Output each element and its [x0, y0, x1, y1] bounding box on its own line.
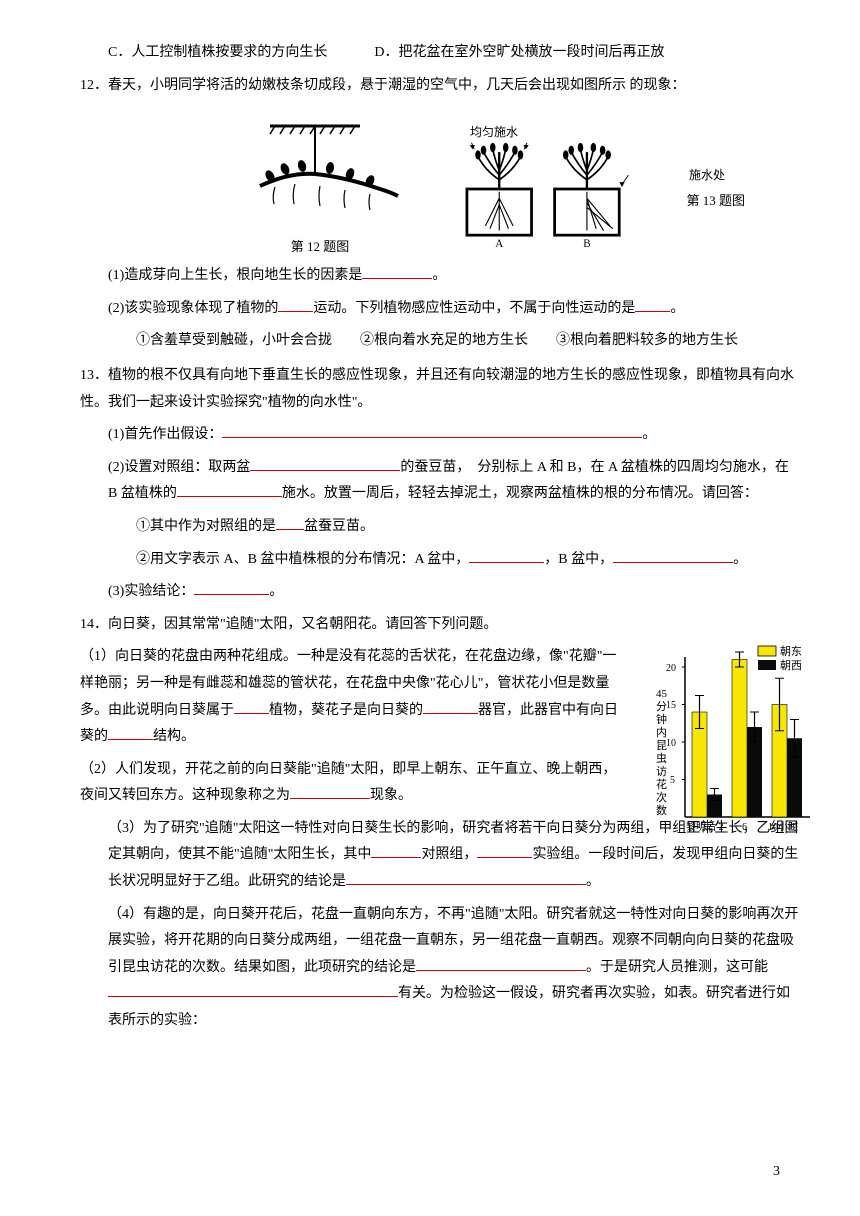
svg-text:6: 6 [742, 822, 747, 833]
q12-sub2: (2)该实验现象体现了植物的运动。下列植物感应性运动中，不属于向性运动的是。 [80, 296, 800, 323]
q13-sub2-1: ①其中作为对照组的是盆蚕豆苗。 [80, 514, 800, 541]
q12-sub3: ①含羞草受到触碰，小叶会合拢 ②根向着水充足的地方生长 ③根向着肥料较多的地方生… [80, 328, 800, 355]
fig13-caption: 第 13 题图 [686, 189, 745, 214]
q13-stem: 13．植物的根不仅具有向地下垂直生长的感应性现象，并且还有向较潮湿的地方生长的感… [80, 363, 800, 416]
svg-text:20: 20 [666, 663, 676, 674]
page-number: 3 [773, 1159, 780, 1186]
q12-stem: 12．春天，小明同学将活的幼嫩枝条切成段，悬于潮湿的空气中，几天后会出现如图所示… [80, 73, 800, 100]
fig12-caption: 第 12 题图 [230, 235, 410, 260]
svg-text:10小时: 10小时 [768, 821, 798, 833]
svg-text:10: 10 [666, 738, 676, 749]
q13-sub3: (3)实验结论：。 [80, 579, 800, 606]
q14-chart: 朝东 朝西 45 分 钟 内 昆 虫 访 花 次 数 5 10 15 20 [650, 642, 815, 853]
fig12-image [230, 114, 410, 224]
svg-text:内: 内 [656, 725, 667, 739]
option-d: D．把花盆在室外空旷处横放一段时间后再正放 [374, 45, 664, 60]
legend-west: 朝西 [780, 659, 802, 672]
q14-stem: 14．向日葵，因其常常"追随"太阳，又名朝阳花。请回答下列问题。 [80, 612, 800, 639]
option-c: C．人工控制植株按要求的方向生长 [108, 45, 327, 60]
svg-text:数: 数 [656, 804, 667, 817]
fig13-label-side: 施水处 [689, 164, 725, 187]
figure-row: 第 12 题图 均匀施水 [80, 109, 800, 259]
svg-text:虫: 虫 [656, 752, 667, 765]
fig13-label-a: A [495, 238, 503, 249]
fig13-image: A B [450, 129, 650, 249]
option-row: C．人工控制植株按要求的方向生长 D．把花盆在室外空旷处横放一段时间后再正放 [80, 40, 800, 67]
fig13-label-b: B [583, 238, 590, 249]
legend-east: 朝东 [780, 645, 802, 658]
svg-text:钟: 钟 [656, 712, 667, 726]
svg-text:15: 15 [666, 700, 676, 711]
svg-text:5: 5 [670, 775, 675, 786]
fig13-label-top: 均匀施水 [470, 121, 518, 144]
svg-text:黎明后 2: 黎明后 2 [686, 820, 724, 833]
q13-sub2: (2)设置对照组：取两盆的蚕豆苗， 分别标上 A 和 B，在 A 盆植株的四周均… [80, 455, 800, 508]
q14-sub4: （4）有趣的是，向日葵开花后，花盘一直朝向东方，不再"追随"太阳。研究者就这一特… [80, 902, 800, 1035]
svg-text:次: 次 [656, 790, 667, 804]
q13-sub2-2: ②用文字表示 A、B 盆中植株根的分布情况：A 盆中，，B 盆中，。 [80, 547, 800, 574]
q13-sub1: (1)首先作出假设：。 [80, 422, 800, 449]
svg-text:访: 访 [656, 765, 667, 778]
q12-sub1: (1)造成芽向上生长，根向地生长的因素是。 [80, 263, 800, 290]
svg-text:45: 45 [656, 688, 668, 700]
svg-text:花: 花 [656, 778, 667, 791]
